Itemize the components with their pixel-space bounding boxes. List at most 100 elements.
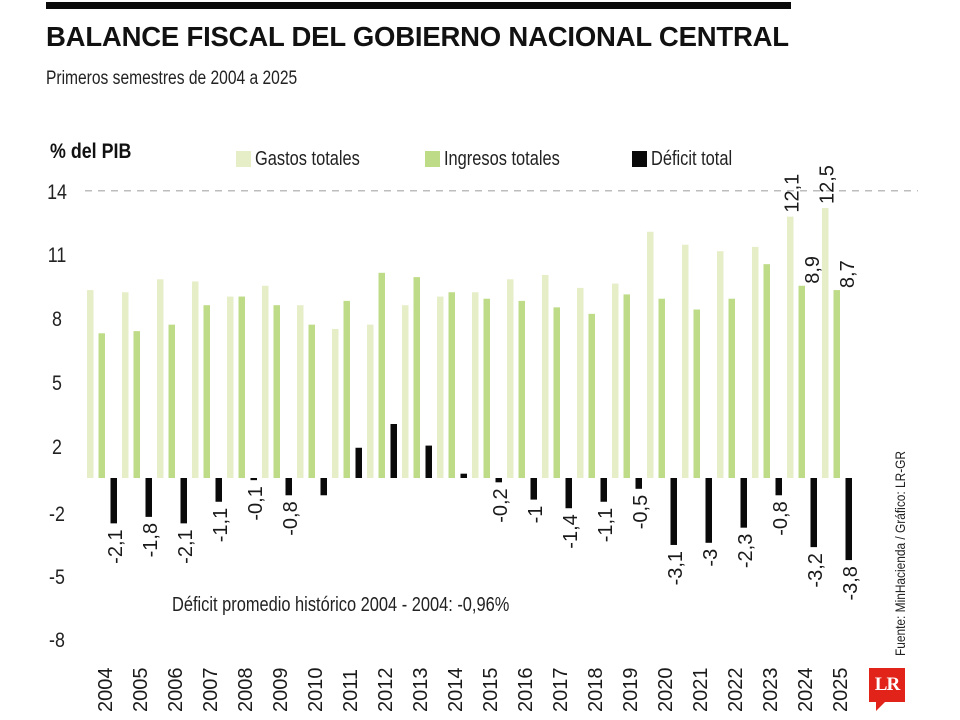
bar-deficit [145, 478, 152, 517]
x-tick-label: 2022 [725, 668, 747, 713]
y-tick-label: -8 [49, 629, 65, 652]
y-tick-label: 8 [52, 308, 62, 331]
y-tick-label: 2 [52, 436, 62, 459]
bar-gastos [87, 290, 94, 478]
bar-deficit [810, 478, 817, 548]
bar-ingresos [658, 298, 665, 478]
label-deficit: -3 [700, 549, 722, 567]
x-tick-label: 2009 [270, 668, 292, 713]
y-tick-label: 14 [47, 181, 67, 204]
bar-deficit [600, 478, 607, 502]
bar-deficit [460, 473, 467, 478]
bar-ingresos [133, 331, 140, 478]
label-deficit: -2,1 [105, 529, 127, 563]
bar-deficit [670, 478, 677, 545]
bar-ingresos [203, 305, 210, 478]
bar-ingresos [833, 290, 840, 478]
label-gastos: 12,5 [816, 165, 838, 204]
bar-deficit [285, 478, 292, 496]
bar-gastos [192, 281, 199, 478]
x-tick-label: 2023 [760, 668, 782, 713]
label-deficit: -2,1 [175, 529, 197, 563]
bar-deficit [180, 478, 187, 524]
label-deficit: -1,1 [210, 508, 232, 542]
legend-swatch-gastos [236, 151, 251, 167]
x-tick-label: 2020 [655, 668, 677, 713]
x-tick-label: 2005 [130, 668, 152, 713]
chart-title: BALANCE FISCAL DEL GOBIERNO NACIONAL CEN… [46, 21, 789, 52]
bar-gastos [437, 296, 444, 478]
bar-gastos [402, 305, 409, 478]
label-ingresos: 8,7 [837, 260, 859, 288]
label-deficit: -1,4 [560, 514, 582, 548]
label-deficit: -0,8 [770, 501, 792, 535]
source-credit: Fuente: MinHacienda / Gráfico: LR-GR [892, 450, 908, 656]
label-deficit: -1,8 [140, 523, 162, 557]
x-tick-label: 2021 [690, 668, 712, 713]
bar-gastos [822, 208, 829, 478]
label-deficit: -1 [525, 506, 547, 524]
bar-ingresos [763, 264, 770, 478]
legend-swatch-deficit [632, 151, 647, 167]
bar-deficit [355, 447, 362, 478]
y-tick-label: -5 [49, 566, 65, 589]
bar-deficit [740, 478, 747, 528]
bar-ingresos [693, 309, 700, 478]
bar-gastos [297, 305, 304, 478]
x-tick-label: 2019 [620, 668, 642, 713]
x-tick-label: 2016 [515, 668, 537, 713]
y-tick-label: 11 [47, 244, 67, 267]
legend-label-gastos: Gastos totales [255, 147, 360, 170]
legend-label-deficit: Déficit total [651, 147, 733, 170]
legend-item-gastos: Gastos totales [236, 146, 383, 172]
bar-ingresos [518, 300, 525, 478]
bar-gastos [752, 246, 759, 478]
bar-deficit [845, 478, 852, 561]
bar-deficit [495, 478, 502, 483]
bar-ingresos [238, 296, 245, 478]
bar-deficit [565, 478, 572, 509]
bar-gastos [507, 279, 514, 478]
bar-deficit [425, 445, 432, 478]
bar-ingresos [448, 292, 455, 478]
bar-gastos [332, 328, 339, 478]
legend-swatch-ingresos [425, 151, 440, 167]
label-deficit: -3,1 [665, 551, 687, 585]
x-tick-label: 2008 [235, 668, 257, 713]
label-deficit: -1,1 [595, 508, 617, 542]
x-tick-label: 2012 [375, 668, 397, 713]
bar-gastos [787, 216, 794, 478]
bar-ingresos [98, 333, 105, 478]
lr-logo: LR [869, 668, 905, 702]
bar-gastos [717, 251, 724, 478]
bar-gastos [612, 283, 619, 478]
bar-deficit [215, 478, 222, 502]
x-tick-label: 2013 [410, 668, 432, 713]
bar-ingresos [798, 285, 805, 478]
label-deficit: -0,1 [245, 486, 267, 520]
bar-gastos [472, 292, 479, 478]
label-deficit: -0,5 [630, 495, 652, 529]
bar-ingresos [553, 307, 560, 478]
chart-subtitle: Primeros semestres de 2004 a 2025 [46, 68, 298, 89]
bar-deficit [775, 478, 782, 496]
x-tick-label: 2006 [165, 668, 187, 713]
label-gastos: 12,1 [781, 174, 803, 213]
x-tick-label: 2007 [200, 668, 222, 713]
lr-logo-tail [876, 701, 886, 711]
x-tick-label: 2025 [830, 668, 852, 713]
bar-gastos [122, 292, 129, 478]
bar-ingresos [273, 305, 280, 478]
bar-deficit [110, 478, 117, 524]
x-tick-label: 2011 [340, 669, 362, 712]
bar-ingresos [623, 294, 630, 478]
x-tick-label: 2010 [305, 668, 327, 713]
label-deficit: -3,2 [805, 553, 827, 587]
bar-deficit [530, 478, 537, 500]
bar-gastos [647, 231, 654, 478]
legend-label-ingresos: Ingresos totales [444, 147, 560, 170]
x-tick-label: 2018 [585, 668, 607, 713]
bar-ingresos [483, 298, 490, 478]
x-tick-label: 2017 [550, 668, 572, 713]
